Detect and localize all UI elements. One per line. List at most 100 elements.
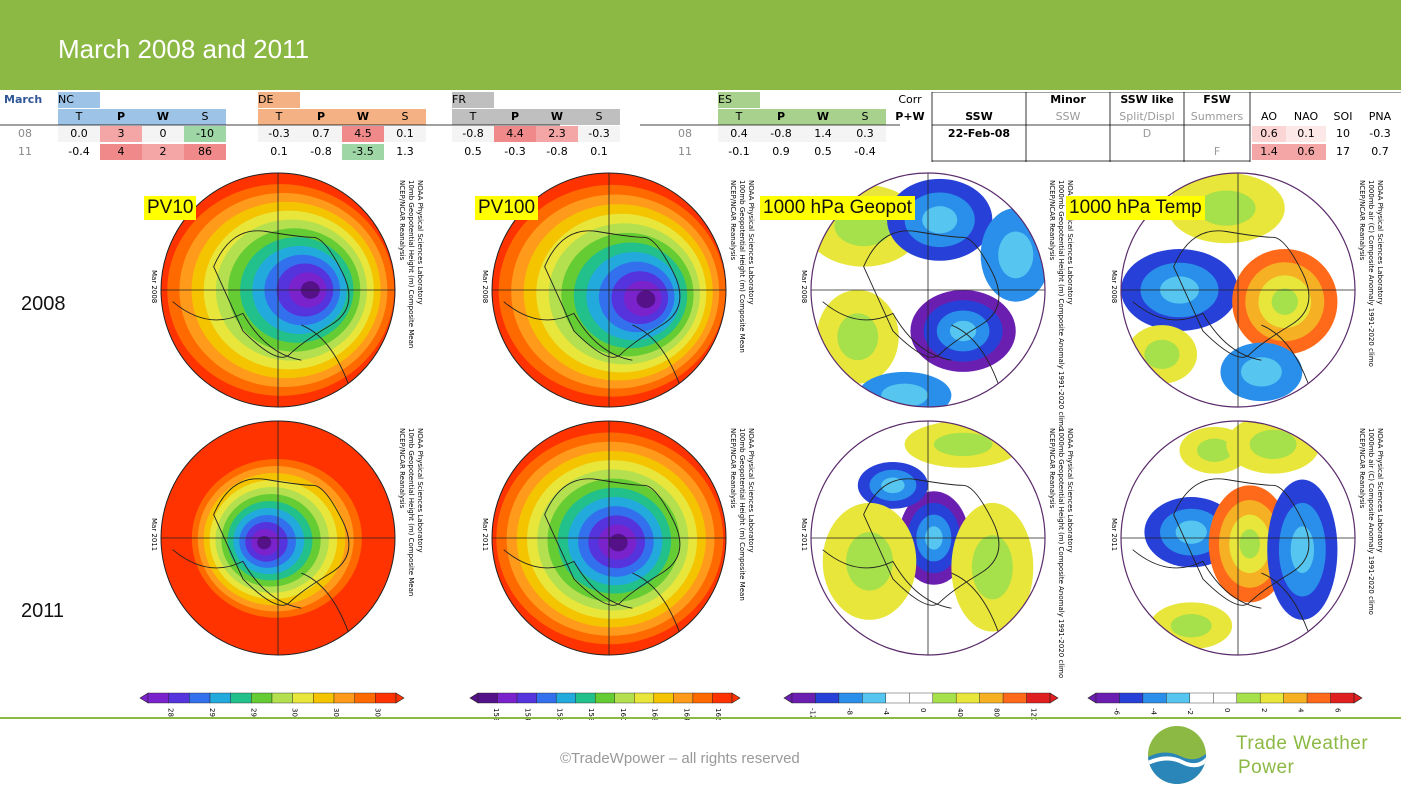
table-value: 2 [142, 144, 184, 160]
map-border [160, 420, 396, 656]
table-value: 4.4 [494, 126, 536, 142]
anomaly-blob [1197, 190, 1256, 226]
colorbar-label: 80 [993, 708, 1001, 717]
colorbar-swatch [791, 692, 816, 704]
table-value: 1.4 [802, 126, 844, 142]
colorbar-swatch [1166, 692, 1191, 704]
ssw-header-bottom: SSW [1055, 110, 1081, 123]
map-border [491, 420, 727, 656]
index-header: PNA [1368, 110, 1392, 123]
colorbar-swatch [909, 692, 933, 704]
group-code-es: ES [718, 92, 760, 108]
colorbar-label: -2 [1186, 708, 1194, 715]
table-value: -0.8 [452, 126, 494, 142]
group-header: W [536, 109, 578, 125]
map-caption: NOAA Physical Sciences Laboratory [1376, 428, 1384, 552]
map-caption: 100mb Geopotential Height (m) Composite … [738, 428, 746, 601]
colorbar-label: 160 [619, 708, 627, 720]
map-caption: NOAA Physical Sciences Laboratory [1066, 180, 1074, 304]
panel-title-geopot: 1000 hPa Geopot [760, 196, 915, 220]
colorbar-label: 0 [1223, 708, 1231, 712]
year-label-2011: 2011 [21, 600, 65, 622]
anomaly-blob [998, 231, 1034, 279]
map-caption: NCEP/NCAR Reanalysis [398, 180, 406, 261]
table-value: 4 [100, 144, 142, 160]
table-value: 0 [142, 126, 184, 142]
colorbar-swatch [497, 692, 518, 704]
coastline [503, 549, 633, 609]
coastline [544, 478, 681, 606]
group-code-fr: FR [452, 92, 494, 108]
map-border [1120, 172, 1356, 408]
year-label-2008: 2008 [21, 293, 66, 315]
colorbar-label: 164 [682, 708, 690, 720]
brand-name: Trade Weather Power [1236, 732, 1368, 780]
table-value: -0.8 [536, 144, 578, 160]
index-value-11: 0.7 [1371, 145, 1389, 158]
colorbar-arrow [783, 692, 793, 704]
anomaly-blob [949, 320, 977, 342]
row-label-11: 11 [18, 145, 32, 158]
table-value: 0.1 [258, 144, 300, 160]
colorbar-label: 0 [919, 708, 927, 712]
logo-icon [1148, 726, 1206, 784]
colorbar-swatch [147, 692, 169, 704]
colorbar-swatch [1259, 692, 1284, 704]
colorbar-label: -12 [808, 708, 816, 719]
header-banner: March 2008 and 2011 [0, 0, 1401, 90]
colorbar-arrow [1049, 692, 1059, 704]
table-value: -0.4 [58, 144, 100, 160]
table-value: -0.4 [844, 144, 886, 160]
table-value: 1.3 [384, 144, 426, 160]
group-header: W [142, 109, 184, 125]
pv-map [492, 421, 726, 655]
colorbar-swatch [555, 692, 576, 704]
map-caption: NOAA Physical Sciences Laboratory [747, 180, 755, 304]
index-value-11: 17 [1336, 145, 1350, 158]
colorbar-swatch [477, 692, 498, 704]
index-value-11: 1.4 [1252, 144, 1286, 160]
colorbar-arrow [139, 692, 149, 704]
colorbar-swatch [979, 692, 1004, 704]
anomaly-blob [1175, 520, 1207, 544]
group-header: S [578, 109, 620, 125]
table-value: -0.8 [760, 126, 802, 142]
anomaly-blob [1290, 526, 1315, 574]
colorbar-swatch [292, 692, 314, 704]
ssw-header-top: SSW like [1120, 93, 1174, 106]
colorbar-label: 29 [249, 708, 257, 717]
colorbar-swatch [692, 692, 713, 704]
pv-map [492, 173, 726, 407]
anomaly-blob [922, 206, 958, 234]
coastline [503, 301, 633, 361]
coastline [822, 549, 952, 609]
colorbar-label: 156 [555, 708, 563, 720]
table-value: 4.5 [342, 126, 384, 142]
colorbar-label: -8 [845, 708, 853, 715]
anomaly-blob [933, 432, 993, 457]
colorbar-swatch [209, 692, 231, 704]
anomaly-blob [881, 383, 928, 407]
es-row-label-08: 08 [678, 127, 692, 140]
colorbar-swatch [251, 692, 273, 704]
colorbar-label: 30 [332, 708, 340, 717]
anomaly-blob [1271, 288, 1298, 315]
map-caption: 1000mb Geopotential Height (m) Composite… [1057, 180, 1065, 430]
map-caption: NOAA Physical Sciences Laboratory [416, 180, 424, 304]
colorbar-swatch [614, 692, 635, 704]
colorbar-label: 28 [167, 708, 175, 717]
anomaly-blob [1239, 529, 1260, 559]
pw-label: P+W [895, 110, 925, 123]
colorbar-swatch [885, 692, 910, 704]
coastline [822, 301, 952, 361]
table-value: 0.1 [384, 126, 426, 142]
brand-line-2: Power [1238, 757, 1295, 778]
table-value: 0.3 [844, 126, 886, 142]
map-date-label: Mar 2008 [1110, 270, 1118, 303]
map-caption: 1000mb Geopotential Height (m) Composite… [1057, 428, 1065, 678]
map-date-label: Mar 2011 [1110, 518, 1118, 551]
table-value: -3.5 [342, 144, 384, 160]
colorbar-label: -6 [1112, 708, 1120, 716]
colorbar-label: 30 [373, 708, 381, 717]
colorbar-swatch [1095, 692, 1120, 704]
